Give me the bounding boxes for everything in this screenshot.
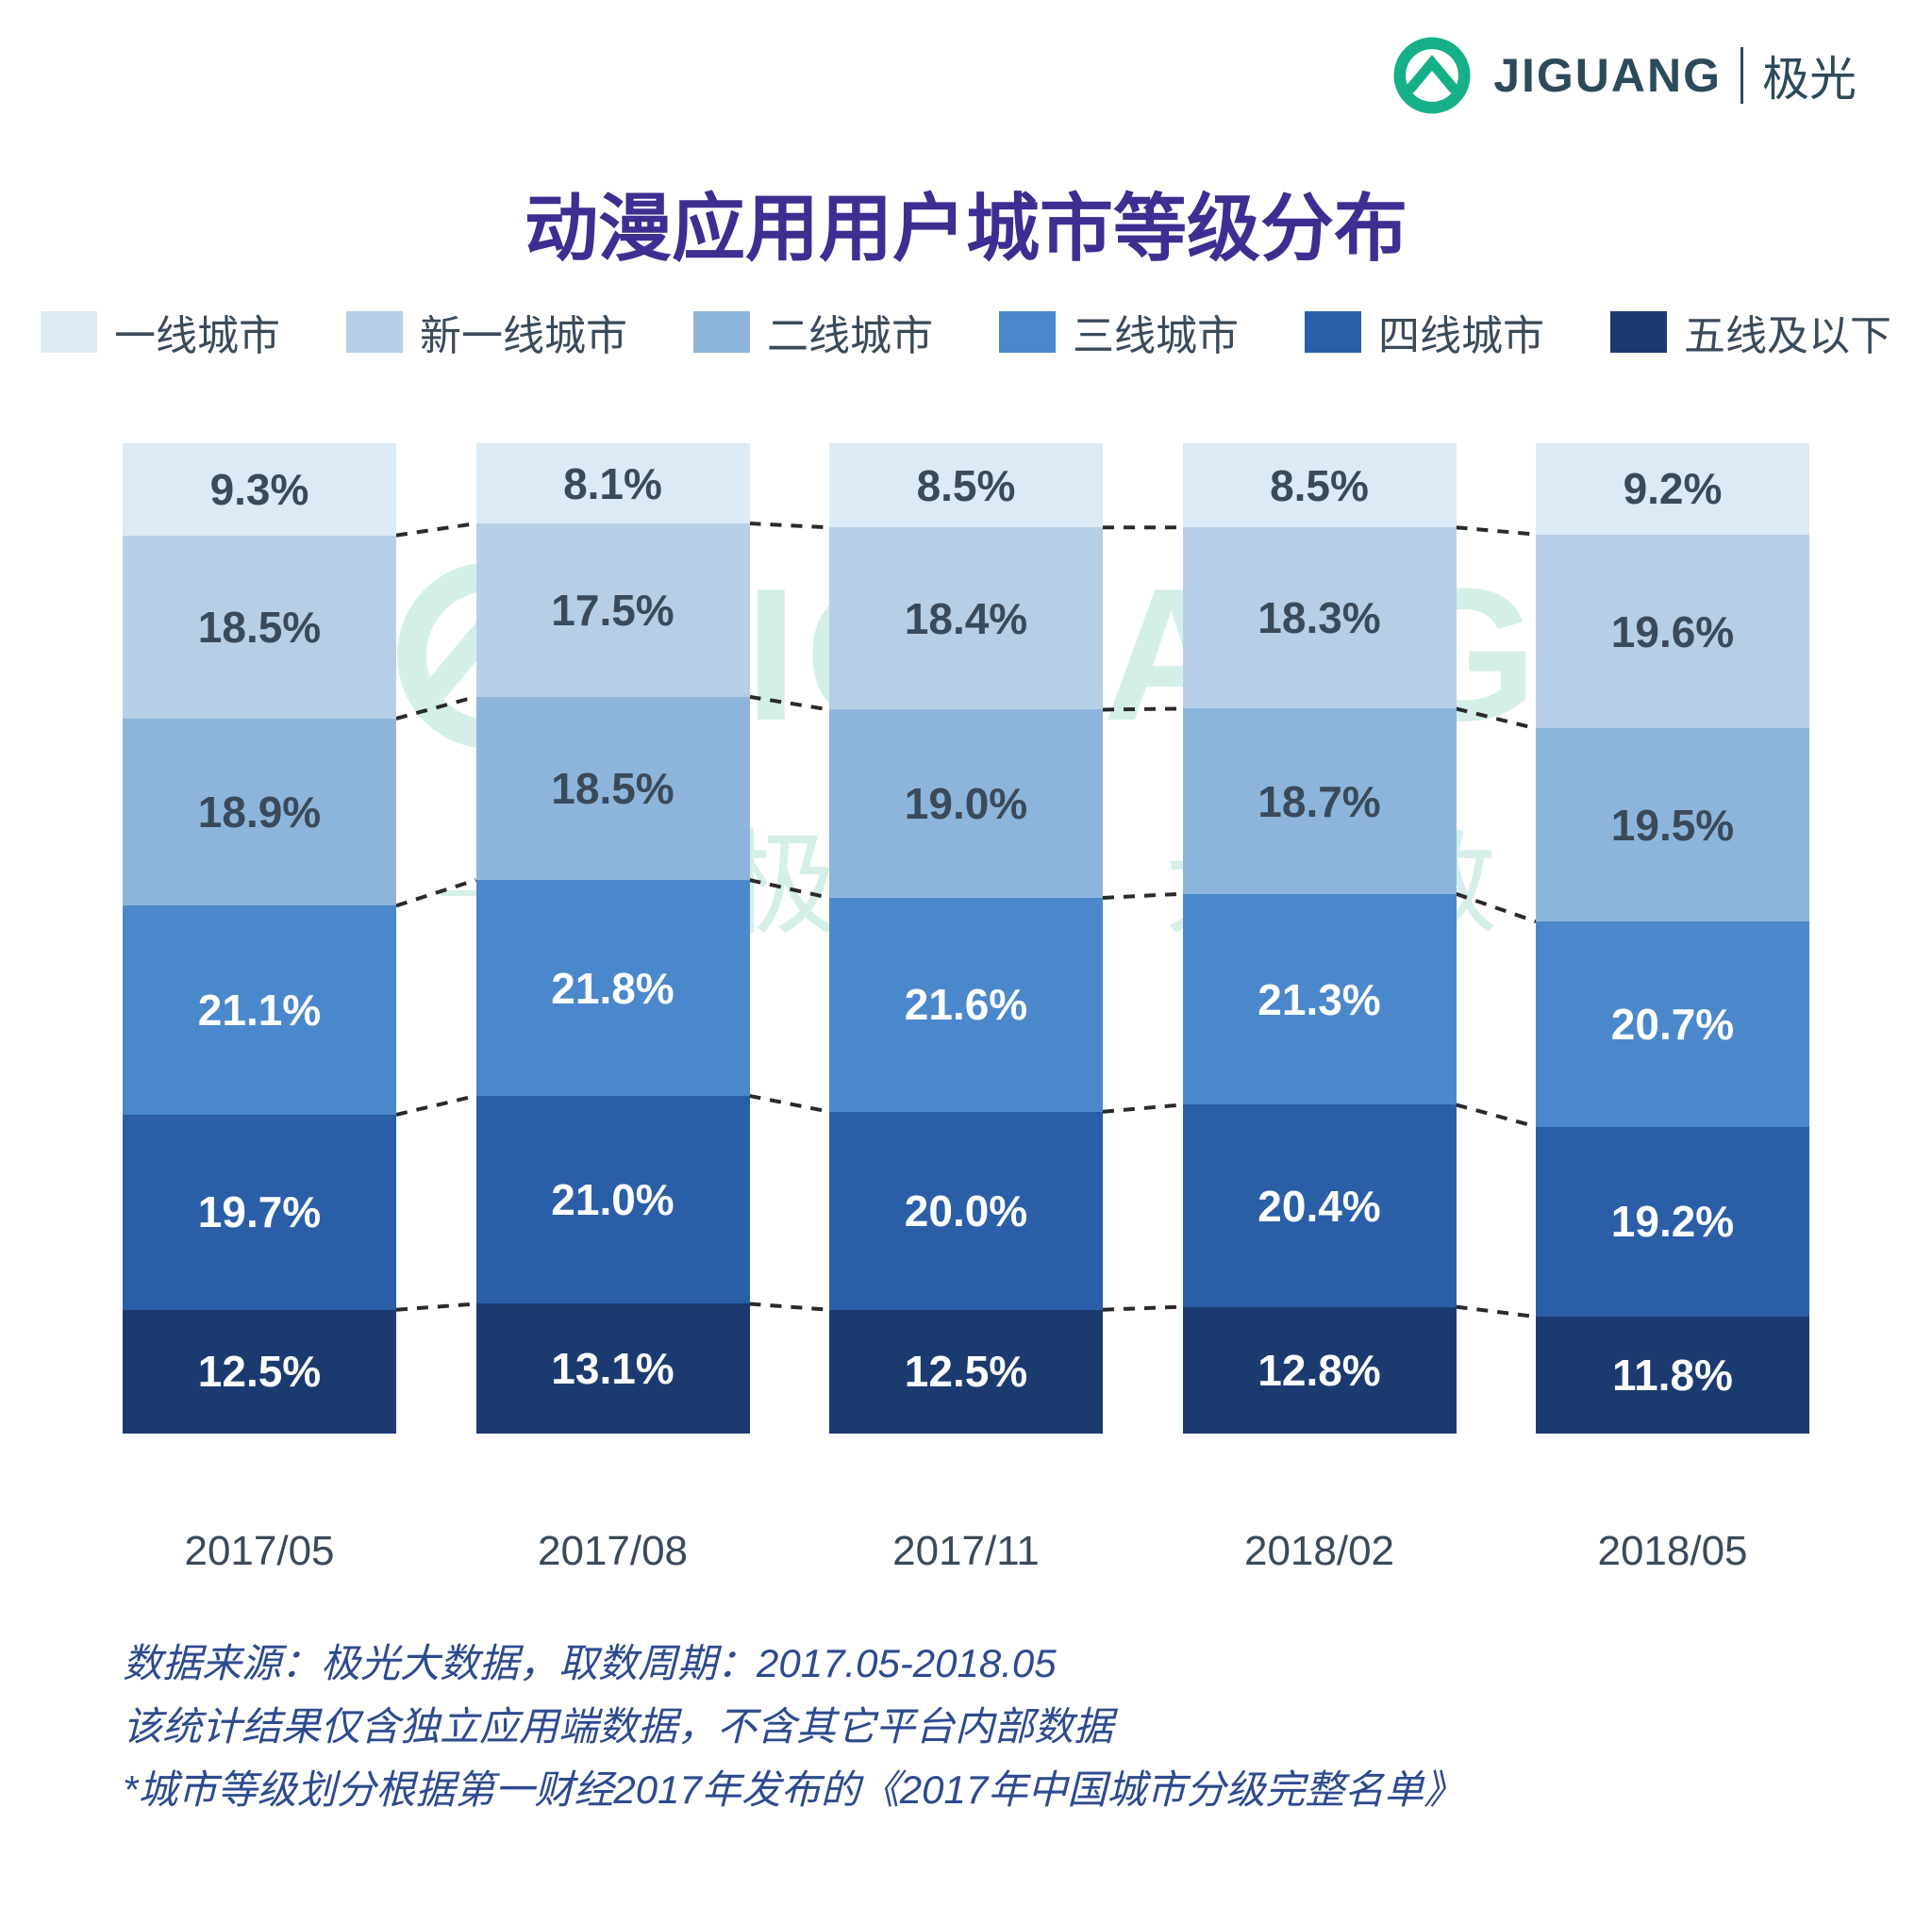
legend-item: 二线城市 xyxy=(693,302,933,362)
bar-segment: 19.7% xyxy=(123,1115,396,1310)
legend-item: 三线城市 xyxy=(999,302,1239,362)
bar-segment: 21.3% xyxy=(1183,894,1457,1105)
bar-segment: 19.2% xyxy=(1536,1127,1809,1318)
bar-segment: 8.1% xyxy=(476,443,750,523)
bar-segment: 18.4% xyxy=(829,527,1103,709)
brand-header: JIGUANG 极光 xyxy=(1390,33,1857,118)
legend-swatch xyxy=(1610,311,1667,353)
bar-segment: 12.8% xyxy=(1183,1307,1457,1434)
legend-label: 五线及以下 xyxy=(1684,302,1891,362)
bar-segment: 12.5% xyxy=(829,1310,1103,1434)
bar-column: 13.1%21.0%21.8%18.5%17.5%8.1% xyxy=(476,443,750,1434)
footnote-line: *城市等级划分根据第一财经2017年发布的《2017年中国城市分级完整名单》 xyxy=(123,1758,1809,1821)
bar-segment: 12.5% xyxy=(123,1310,396,1434)
legend-swatch xyxy=(999,311,1056,353)
x-axis-label: 2018/02 xyxy=(1183,1528,1457,1575)
chart-area: 12.5%19.7%21.1%18.9%18.5%9.3%13.1%21.0%2… xyxy=(123,443,1809,1500)
brand-divider xyxy=(1740,47,1743,104)
legend-swatch xyxy=(693,311,750,353)
bar-column: 11.8%19.2%20.7%19.5%19.6%9.2% xyxy=(1536,443,1809,1434)
footnotes: 数据来源：极光大数据，取数周期：2017.05-2018.05该统计结果仅含独立… xyxy=(123,1632,1809,1822)
brand-logo-icon xyxy=(1390,33,1474,118)
legend-swatch xyxy=(346,311,403,353)
legend-item: 五线及以下 xyxy=(1610,302,1891,362)
brand-name-cn: 极光 xyxy=(1762,41,1857,109)
x-axis-label: 2018/05 xyxy=(1536,1528,1809,1575)
bar-segment: 18.3% xyxy=(1183,527,1457,708)
legend-label: 三线城市 xyxy=(1073,302,1239,362)
bar-segment: 19.6% xyxy=(1536,535,1809,729)
legend-label: 四线城市 xyxy=(1378,302,1544,362)
legend-item: 一线城市 xyxy=(41,302,280,362)
bar-segment: 9.2% xyxy=(1536,443,1809,535)
x-axis-label: 2017/08 xyxy=(476,1528,750,1575)
bar-segment: 19.0% xyxy=(829,709,1103,898)
bar-segment: 17.5% xyxy=(476,523,750,697)
bar-segment: 8.5% xyxy=(1183,443,1457,527)
x-axis-label: 2017/11 xyxy=(829,1528,1103,1575)
chart-bars: 12.5%19.7%21.1%18.9%18.5%9.3%13.1%21.0%2… xyxy=(123,443,1809,1434)
bar-segment: 20.4% xyxy=(1183,1104,1457,1306)
bar-segment: 20.0% xyxy=(829,1112,1103,1310)
bar-segment: 19.5% xyxy=(1536,728,1809,921)
footnote-line: 数据来源：极光大数据，取数周期：2017.05-2018.05 xyxy=(123,1632,1809,1695)
legend-label: 一线城市 xyxy=(114,302,280,362)
bar-segment: 21.0% xyxy=(476,1096,750,1304)
x-axis-label: 2017/05 xyxy=(123,1528,396,1575)
bar-segment: 11.8% xyxy=(1536,1317,1809,1434)
legend-item: 四线城市 xyxy=(1305,302,1544,362)
bar-segment: 21.6% xyxy=(829,898,1103,1112)
bar-segment: 18.7% xyxy=(1183,708,1457,893)
brand-name-en: JIGUANG xyxy=(1493,48,1722,103)
bar-column: 12.5%19.7%21.1%18.9%18.5%9.3% xyxy=(123,443,396,1434)
bar-segment: 20.7% xyxy=(1536,921,1809,1126)
bar-segment: 21.1% xyxy=(123,905,396,1115)
bar-segment: 18.5% xyxy=(476,697,750,880)
bar-column: 12.5%20.0%21.6%19.0%18.4%8.5% xyxy=(829,443,1103,1434)
legend-label: 新一线城市 xyxy=(420,302,627,362)
footnote-line: 该统计结果仅含独立应用端数据，不含其它平台内部数据 xyxy=(123,1695,1809,1758)
bar-segment: 21.8% xyxy=(476,880,750,1096)
chart-title: 动漫应用用户城市等级分布 xyxy=(0,170,1932,275)
legend-item: 新一线城市 xyxy=(346,302,627,362)
bar-segment: 18.5% xyxy=(123,536,396,719)
legend-swatch xyxy=(41,311,97,353)
legend-swatch xyxy=(1305,311,1361,353)
chart-legend: 一线城市 新一线城市 二线城市 三线城市 四线城市 五线及以下 xyxy=(0,302,1932,362)
bar-segment: 13.1% xyxy=(476,1303,750,1434)
bar-column: 12.8%20.4%21.3%18.7%18.3%8.5% xyxy=(1183,443,1457,1434)
bar-segment: 9.3% xyxy=(123,443,396,536)
legend-label: 二线城市 xyxy=(767,302,933,362)
bar-segment: 8.5% xyxy=(829,443,1103,527)
bar-segment: 18.9% xyxy=(123,719,396,905)
chart-x-axis: 2017/05 2017/08 2017/11 2018/02 2018/05 xyxy=(123,1528,1809,1575)
